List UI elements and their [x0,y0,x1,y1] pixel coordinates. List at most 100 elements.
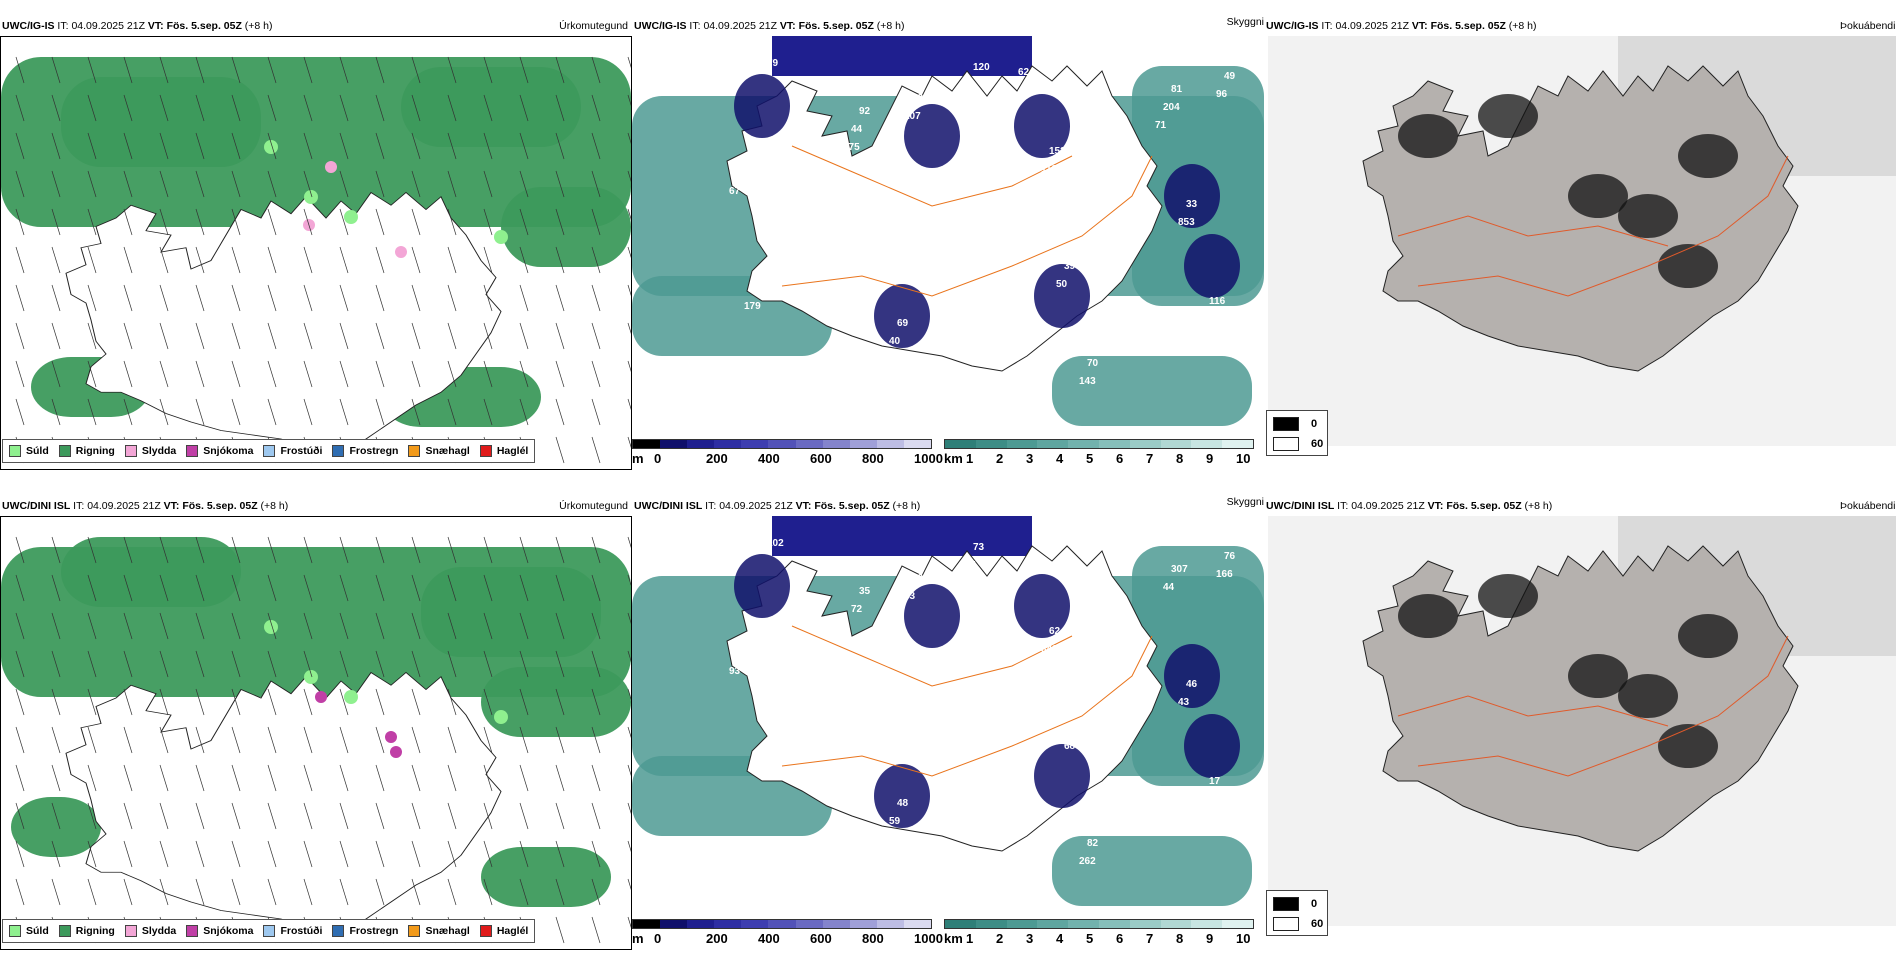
legend-item: Frostregn [332,445,398,457]
fog-legend-label: 60 [1311,918,1324,930]
legend-swatch [124,445,137,457]
wind-barb [591,94,601,122]
rain-area [481,847,611,907]
wind-barb [339,688,349,716]
ceiling-value: 116 [1209,296,1226,307]
fog-legend-label: 60 [1311,438,1324,450]
ceiling-value: 40 [1125,710,1137,721]
colorbar-segment [903,440,932,448]
wind-barb [483,398,493,426]
fog-map[interactable] [1268,516,1896,926]
wind-barb [339,802,349,830]
wind-barb [447,170,457,198]
colorbar-segment [849,920,877,928]
ceiling-value: 143 [1079,376,1096,387]
wind-barb [447,840,457,868]
wind-barb [339,612,349,640]
ceiling-value: 80 [1125,230,1137,241]
road [791,625,1073,687]
colorbar-segment [795,440,823,448]
wind-barb [303,360,313,388]
rain-area [481,667,631,737]
low-ceiling-area [874,284,930,348]
rain-area [61,77,261,167]
precip-map[interactable] [0,516,632,950]
wind-barb [627,802,631,814]
ceiling-value: 853 [1178,217,1195,228]
colorbar-segment [633,440,661,448]
wind-barb [375,574,385,602]
wind-barb [447,284,457,312]
ceiling-value: 92 [859,106,871,117]
wind-barb [483,132,493,160]
wind-barb [231,536,241,564]
ceiling-map[interactable]: 99 35 37 63 30 48 62 307 11 15 62 17 99 73 147 422 53 50 1… [632,516,1264,926]
low-ceiling-areas [734,554,1240,828]
wind-barb [195,398,205,426]
panel-title: Úrkomutegund [559,20,628,32]
ceiling-value: 262 [1079,856,1096,867]
ceiling-value: 35 [859,586,871,597]
precip-map[interactable] [0,36,632,470]
wind-barb [447,360,457,388]
colorbar-segment [1222,920,1253,928]
wind-barb [627,916,631,928]
wind-barb [87,170,97,198]
ceiling-value: 35 [996,159,1008,170]
colorbar-segment [1160,440,1192,448]
fog-index-panel-top: UWC/IG-IS IT: 04.09.2025 21Z VT: Fös. 5.… [1264,10,1900,475]
ceiling-value: 96 [1216,89,1228,100]
wind-barb [267,650,277,678]
wind-barb [15,536,25,564]
ceiling-value: 77 [950,305,962,316]
wind-barb [627,436,631,448]
colorbar-tick: 5 [1086,451,1094,466]
wind-barb [555,56,565,84]
wind-barb [411,246,421,274]
legend-swatch [58,925,71,937]
ceiling-value: 63 [1133,692,1145,703]
wind-barb [231,208,241,236]
dark-fog-area [1658,244,1718,288]
ceiling-value: 87 [988,657,1000,668]
wind-barb [447,802,457,830]
wind-barb [447,94,457,122]
wind-barb [591,916,601,944]
colorbar-tick: 10 [1236,451,1251,466]
ceiling-value: 41 [813,732,825,743]
legend-label: Frostúði [280,445,323,457]
colorbar-segment [1098,440,1130,448]
ceiling-value: 50 [1011,754,1023,765]
low-ceiling-area [1034,264,1090,328]
ceiling-value: 17 [1209,776,1221,787]
wind-barb [591,398,601,426]
wind-barb [231,56,241,84]
wind-barb [303,612,313,640]
wind-barb [483,612,493,640]
ceiling-value: 33 [904,591,916,602]
ceiling-value: 109 [775,380,792,391]
ceiling-map[interactable]: 93 92 35 54 34 69 83 81 163 197 96 116 187 120 104 29 78… [632,36,1264,446]
wind-barb [519,840,529,868]
wind-barb [555,688,565,716]
dark-fog-area [1478,574,1538,618]
low-ceiling-area [904,104,960,168]
wind-barb [339,764,349,792]
wind-barb [15,840,25,868]
ceiling-value: 53 [1003,772,1015,783]
wind-barb [375,878,385,906]
wind-barb [123,650,133,678]
wind-barb [411,802,421,830]
road [1417,155,1789,297]
fog-map[interactable] [1268,36,1896,446]
legend-item: Haglél [479,925,528,937]
colorbar-unit: m [632,931,644,946]
wind-barb [555,94,565,122]
fog-legend-swatch [1273,897,1299,911]
wind-barb [123,574,133,602]
ceiling-value: 146 [980,195,997,206]
legend-label: Snjókoma [203,925,254,937]
low-ceiling-area [1184,714,1240,778]
wind-barb [627,170,631,182]
snow-spot [325,161,337,173]
